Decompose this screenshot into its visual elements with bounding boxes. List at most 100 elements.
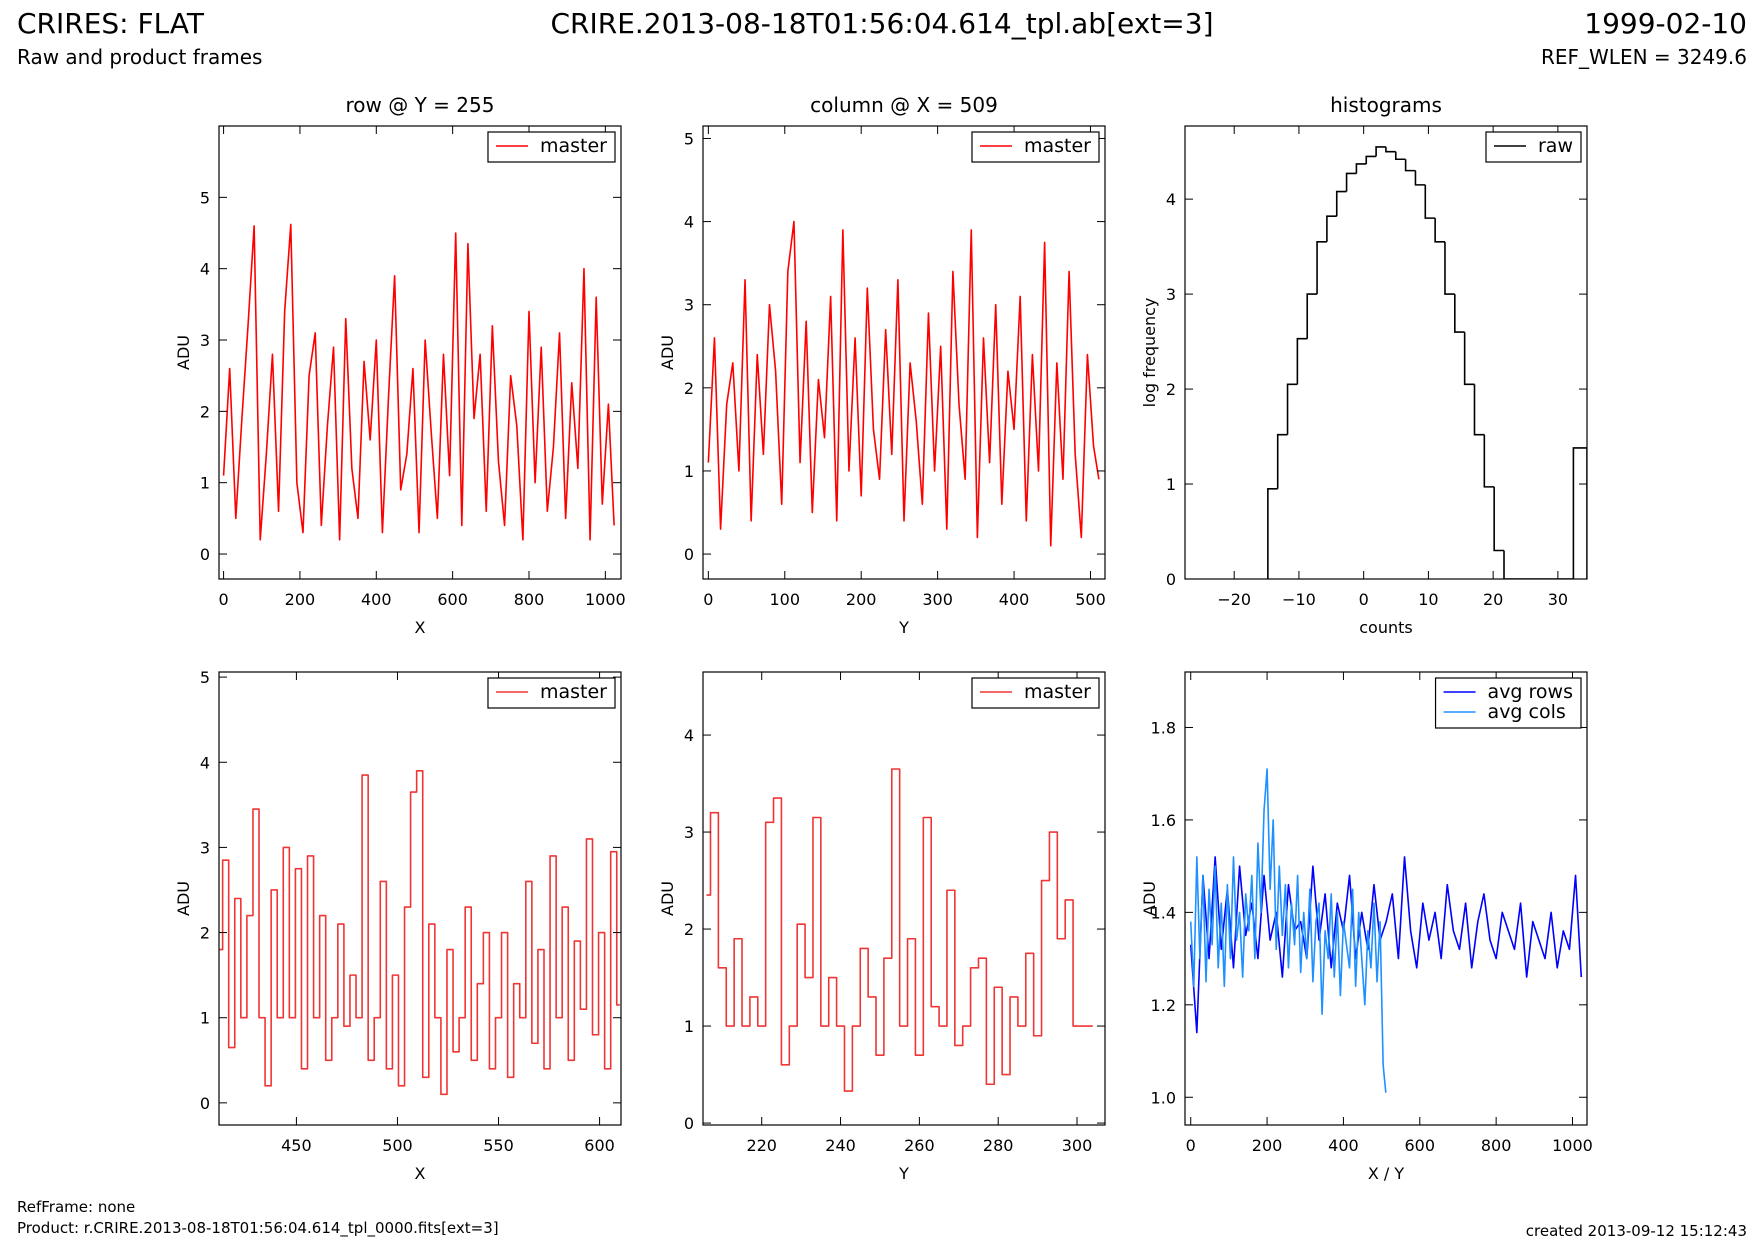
x-axis-label: X / Y bbox=[1368, 1164, 1405, 1183]
y-tick-label: 1.0 bbox=[1151, 1088, 1176, 1107]
histogram-bin bbox=[1375, 146, 1386, 157]
y-axis-label: ADU bbox=[658, 881, 677, 916]
plot-area bbox=[222, 223, 615, 541]
legend-box bbox=[487, 131, 616, 163]
x-tick-label: 600 bbox=[1405, 1136, 1436, 1155]
histogram-bin bbox=[1444, 241, 1455, 295]
x-tick-label: 0 bbox=[218, 590, 228, 609]
y-tick-label: 0 bbox=[200, 545, 210, 564]
x-tick-label: 240 bbox=[825, 1136, 856, 1155]
axes-frame bbox=[1184, 125, 1588, 580]
y-tick-label: 5 bbox=[684, 129, 694, 148]
y-tick-label: 2 bbox=[684, 920, 694, 939]
legend: master bbox=[971, 677, 1100, 709]
histogram-bin bbox=[1572, 447, 1587, 579]
x-tick-label: 200 bbox=[1252, 1136, 1283, 1155]
histogram-bin bbox=[1306, 293, 1318, 339]
y-tick-label: 3 bbox=[200, 838, 210, 857]
x-tick-label: −10 bbox=[1282, 590, 1316, 609]
plot-area bbox=[707, 220, 1100, 547]
histogram-bin bbox=[1473, 384, 1485, 436]
y-tick-label: 3 bbox=[200, 331, 210, 350]
x-tick-label: 500 bbox=[1075, 590, 1106, 609]
histogram-bin bbox=[1414, 170, 1426, 186]
date: 1999-02-10 bbox=[1584, 7, 1747, 40]
histogram-bin bbox=[1326, 215, 1337, 242]
histogram-bin bbox=[1434, 218, 1445, 243]
legend-label: master bbox=[1024, 681, 1091, 703]
y-tick-label: 1 bbox=[200, 474, 210, 493]
histogram-bin bbox=[1345, 172, 1357, 192]
histogram-bin bbox=[1463, 332, 1475, 386]
legend-label: avg rows bbox=[1488, 681, 1573, 703]
x-axis-label: Y bbox=[898, 618, 909, 637]
histogram-bin bbox=[1296, 337, 1308, 385]
y-tick-label: 2 bbox=[684, 379, 694, 398]
data-line bbox=[706, 768, 1093, 1092]
x-tick-label: 260 bbox=[904, 1136, 935, 1155]
histogram-bin bbox=[1503, 550, 1574, 579]
y-tick-label: 2 bbox=[200, 924, 210, 943]
x-tick-label: 400 bbox=[999, 590, 1030, 609]
panel-title: histograms bbox=[1330, 93, 1442, 117]
file-name: CRIRE.2013-08-18T01:56:04.614_tpl.ab[ext… bbox=[550, 7, 1213, 40]
ref-wlen: REF_WLEN = 3249.6 bbox=[1541, 45, 1747, 69]
histogram-bin bbox=[1267, 487, 1278, 579]
y-tick-label: 5 bbox=[200, 668, 210, 687]
legend: master bbox=[487, 677, 616, 709]
axes-frame bbox=[218, 125, 622, 580]
x-tick-label: 400 bbox=[1328, 1136, 1359, 1155]
y-tick-label: 3 bbox=[1166, 285, 1176, 304]
histogram-bin bbox=[1483, 434, 1495, 488]
x-tick-label: 550 bbox=[483, 1136, 514, 1155]
y-tick-label: 4 bbox=[200, 260, 210, 279]
x-axis-label: X bbox=[415, 1164, 426, 1183]
x-tick-label: 0 bbox=[703, 590, 713, 609]
x-tick-label: 100 bbox=[770, 590, 801, 609]
x-tick-label: 30 bbox=[1548, 590, 1568, 609]
y-tick-label: 0 bbox=[684, 1114, 694, 1133]
y-tick-label: 4 bbox=[1166, 190, 1176, 209]
histogram-bin bbox=[1276, 433, 1288, 489]
y-tick-label: 1.2 bbox=[1151, 996, 1176, 1015]
y-tick-label: 1 bbox=[684, 1017, 694, 1036]
x-tick-label: 600 bbox=[437, 590, 468, 609]
y-tick-label: 1 bbox=[1166, 475, 1176, 494]
x-tick-label: 800 bbox=[514, 590, 545, 609]
created: created 2013-09-12 15:12:43 bbox=[1526, 1222, 1747, 1240]
x-axis-label: X bbox=[415, 618, 426, 637]
histogram-bin bbox=[1493, 486, 1505, 552]
x-tick-label: 300 bbox=[922, 590, 953, 609]
legend-box bbox=[971, 677, 1100, 709]
histogram-bin bbox=[1286, 383, 1298, 435]
legend-box bbox=[1485, 131, 1582, 163]
x-tick-label: 400 bbox=[361, 590, 392, 609]
product: Product: r.CRIRE.2013-08-18T01:56:04.614… bbox=[17, 1219, 499, 1238]
y-axis-label: log frequency bbox=[1140, 298, 1159, 408]
x-tick-label: 800 bbox=[1481, 1136, 1512, 1155]
y-tick-label: 0 bbox=[200, 1094, 210, 1113]
y-axis-label: ADU bbox=[174, 335, 193, 370]
axes-frame bbox=[702, 125, 1106, 580]
data-line bbox=[707, 220, 1100, 547]
x-tick-label: 300 bbox=[1062, 1136, 1093, 1155]
legend-box bbox=[971, 131, 1100, 163]
legend-label: master bbox=[1024, 135, 1091, 157]
y-tick-label: 4 bbox=[684, 726, 694, 745]
y-tick-label: 1.8 bbox=[1151, 718, 1176, 737]
x-tick-label: 10 bbox=[1418, 590, 1438, 609]
legend: master bbox=[487, 131, 616, 163]
axes-frame bbox=[218, 671, 622, 1126]
histogram-bin bbox=[1365, 155, 1377, 164]
legend-box bbox=[1434, 677, 1582, 729]
y-tick-label: 0 bbox=[1166, 570, 1176, 589]
panel-title: column @ X = 509 bbox=[810, 93, 998, 117]
x-tick-label: 220 bbox=[746, 1136, 777, 1155]
y-tick-label: 4 bbox=[684, 213, 694, 232]
histogram-bin bbox=[1424, 184, 1436, 219]
histogram-bin bbox=[1404, 159, 1416, 172]
y-tick-label: 1.6 bbox=[1151, 811, 1176, 830]
legend-box bbox=[487, 677, 616, 709]
